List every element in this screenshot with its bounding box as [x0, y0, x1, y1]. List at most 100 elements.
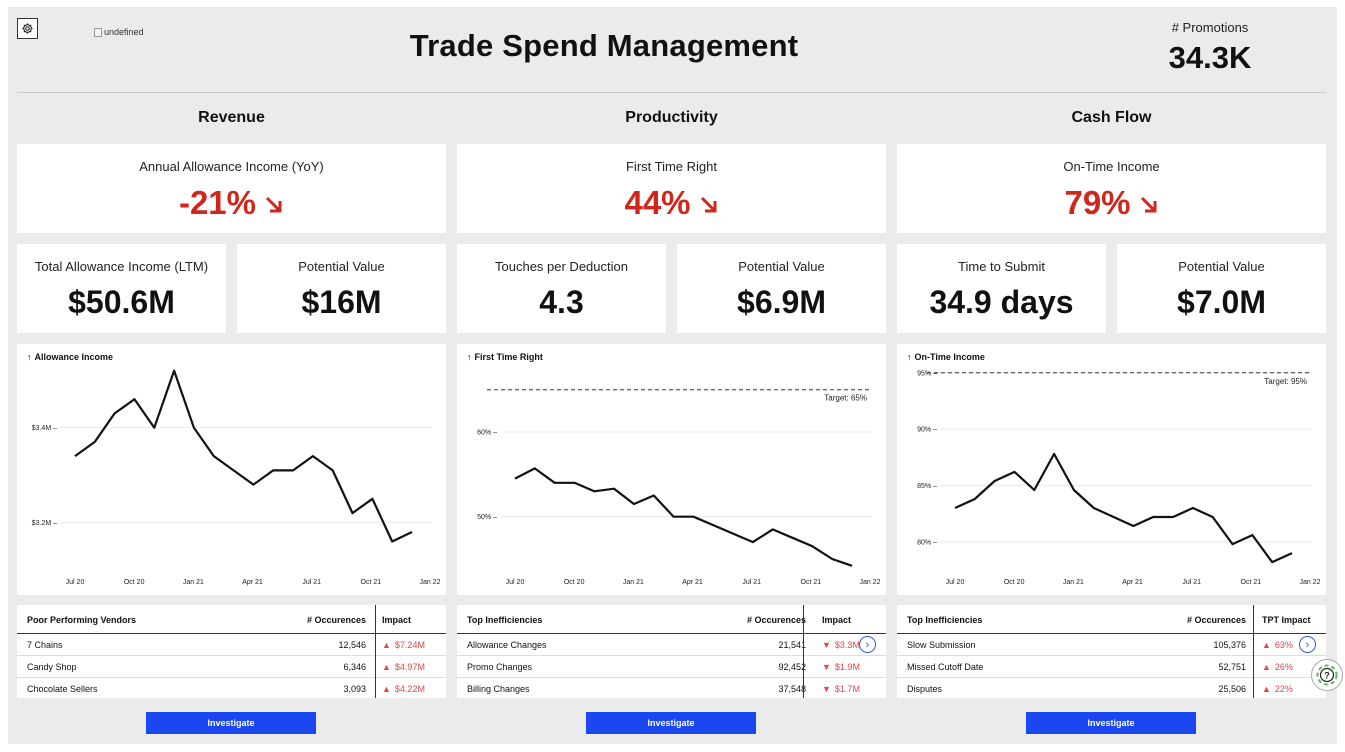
table-header: Top Inefficiencies # Occurences TPT Impa…: [897, 605, 1326, 634]
table-row[interactable]: Billing Changes 37,548 ▼ $1.7M: [457, 678, 886, 700]
mini-kpi-card: Time to Submit 34.9 days: [897, 244, 1106, 333]
impact-value: $1.7M: [834, 684, 860, 694]
y-tick-label: 80% –: [917, 539, 937, 546]
impact-value: $1.9M: [834, 662, 860, 672]
arrow-down-right-icon: [265, 196, 282, 213]
y-tick-label: 90% –: [917, 427, 937, 434]
chevron-right-icon[interactable]: ›: [859, 636, 876, 653]
promotions-value: 34.3K: [1168, 40, 1252, 75]
data-table: Top Inefficiencies # Occurences Impact A…: [457, 605, 886, 698]
column-divider: [803, 605, 804, 698]
table-row[interactable]: Slow Submission 105,376 ▲ 63% ›: [897, 634, 1326, 656]
row-count: 3,093: [343, 684, 366, 694]
row-count: 105,376: [1213, 640, 1246, 650]
hero-kpi-label: Annual Allowance Income (YoY): [139, 159, 324, 174]
table-row[interactable]: Candy Shop 6,346 ▲ $4.97M: [17, 656, 446, 678]
investigate-button[interactable]: Investigate: [1026, 712, 1196, 734]
table-row[interactable]: Allowance Changes 21,541 ▼ $3.3M ›: [457, 634, 886, 656]
chart-title: ↑ First Time Right: [467, 352, 543, 362]
table-header-cell: Impact: [822, 615, 852, 625]
triangle-up-icon: ▲: [1262, 684, 1271, 694]
triangle-up-icon: ▲: [382, 640, 391, 650]
chart-card: $3.4M – $3.2M – Jul 20 Oct 20 Jan 21 Apr 21 Ju…: [17, 344, 446, 595]
y-tick-label: 85% –: [917, 483, 937, 490]
x-tick-label: Apr 21: [242, 579, 263, 586]
table-header-cell: Impact: [382, 615, 412, 625]
row-count: 52,751: [1218, 662, 1246, 672]
row-count: 92,452: [778, 662, 806, 672]
chevron-right-icon[interactable]: ›: [1299, 636, 1316, 653]
hero-kpi-card: First Time Right 44%: [457, 144, 886, 233]
arrow-up-icon: ↑: [27, 352, 32, 362]
section-title: Cash Flow: [1071, 109, 1152, 126]
table-row[interactable]: 7 Chains 12,546 ▲ $7.24M: [17, 634, 446, 656]
arrow-down-right-icon: [1140, 196, 1157, 213]
section-productivity: Productivity First Time Right 44% Touche…: [457, 100, 886, 740]
header-divider: [17, 92, 1326, 93]
row-name: 7 Chains: [27, 640, 63, 650]
row-name: Candy Shop: [27, 662, 77, 672]
table-header: Top Inefficiencies # Occurences Impact: [457, 605, 886, 634]
table-header-cell: Poor Performing Vendors: [27, 615, 137, 625]
row-count: 6,346: [343, 662, 366, 672]
x-tick-label: Jan 21: [183, 579, 204, 586]
impact-value: 22%: [1274, 684, 1293, 694]
settings-button[interactable]: [17, 18, 38, 39]
x-tick-label: Oct 21: [1241, 579, 1262, 586]
row-count: 21,541: [778, 640, 806, 650]
mini-kpi-value: $6.9M: [737, 284, 826, 320]
row-name: Chocolate Sellers: [27, 684, 98, 694]
data-table: Poor Performing Vendors # Occurences Imp…: [17, 605, 446, 698]
table-row[interactable]: Disputes 25,506 ▲ 22%: [897, 678, 1326, 700]
series-line: [514, 467, 853, 567]
row-impact: ▲ 26%: [1262, 662, 1293, 672]
row-count: 25,506: [1218, 684, 1246, 694]
help-button[interactable]: ?: [1311, 659, 1343, 691]
row-name: Disputes: [907, 684, 943, 694]
section-title: Productivity: [625, 109, 718, 126]
x-tick-label: Jan 21: [623, 579, 644, 586]
page-title: Trade Spend Management: [409, 28, 799, 63]
investigate-button[interactable]: Investigate: [586, 712, 756, 734]
table-header-cell: Top Inefficiencies: [467, 615, 543, 625]
y-tick-label: 95% –: [917, 370, 937, 377]
y-tick-label: 60% –: [477, 430, 497, 437]
triangle-down-icon: ▼: [822, 640, 831, 650]
x-tick-label: Jan 22: [1299, 579, 1320, 586]
table-row[interactable]: Missed Cutoff Date 52,751 ▲ 26%: [897, 656, 1326, 678]
x-tick-label: Oct 20: [564, 579, 585, 586]
row-name: Billing Changes: [467, 684, 530, 694]
hero-kpi-card: Annual Allowance Income (YoY) -21%: [17, 144, 446, 233]
x-tick-label: Jan 21: [1063, 579, 1084, 586]
mini-kpi-card: Potential Value $7.0M: [1117, 244, 1326, 333]
hero-kpi-label: First Time Right: [625, 159, 717, 174]
svg-text:?: ?: [1324, 671, 1330, 681]
table-header-cell: # Occurences: [746, 615, 806, 625]
mini-kpi-value: 4.3: [539, 284, 584, 320]
mini-kpi-card: Potential Value $16M: [237, 244, 446, 333]
chart-title-text: First Time Right: [474, 352, 543, 362]
table-row[interactable]: Promo Changes 92,452 ▼ $1.9M: [457, 656, 886, 678]
x-tick-label: Jul 20: [506, 579, 525, 586]
row-impact: ▲ 63%: [1262, 640, 1293, 650]
hero-kpi-card: On-Time Income 79%: [897, 144, 1326, 233]
chart-card: 95% – 90% – 85% – 80% – Target: 95% Jul 20 Oct…: [897, 344, 1326, 595]
mini-kpi-label: Time to Submit: [958, 259, 1045, 274]
mini-kpi-card: Total Allowance Income (LTM) $50.6M: [17, 244, 226, 333]
line-chart: $3.4M – $3.2M – Jul 20 Oct 20 Jan 21 Apr 21 Ju…: [32, 369, 441, 586]
investigate-button[interactable]: Investigate: [146, 712, 316, 734]
y-tick-label: $3.4M –: [32, 425, 57, 432]
mini-kpi-label: Touches per Deduction: [495, 259, 628, 274]
impact-value: $4.97M: [394, 662, 425, 672]
table-row[interactable]: Chocolate Sellers 3,093 ▲ $4.22M: [17, 678, 446, 700]
hero-kpi-value-row: 44%: [457, 184, 886, 222]
chart-title: ↑ Allowance Income: [27, 352, 113, 362]
x-tick-label: Jan 22: [419, 579, 440, 586]
row-name: Allowance Changes: [467, 640, 547, 650]
mini-kpi-label: Potential Value: [738, 259, 825, 274]
target-label: Target: 65%: [824, 394, 867, 403]
mini-kpi-label: Total Allowance Income (LTM): [34, 259, 209, 274]
x-tick-label: Apr 21: [1122, 579, 1143, 586]
table-header-cell: TPT Impact: [1262, 615, 1311, 625]
impact-value: $7.24M: [394, 640, 425, 650]
